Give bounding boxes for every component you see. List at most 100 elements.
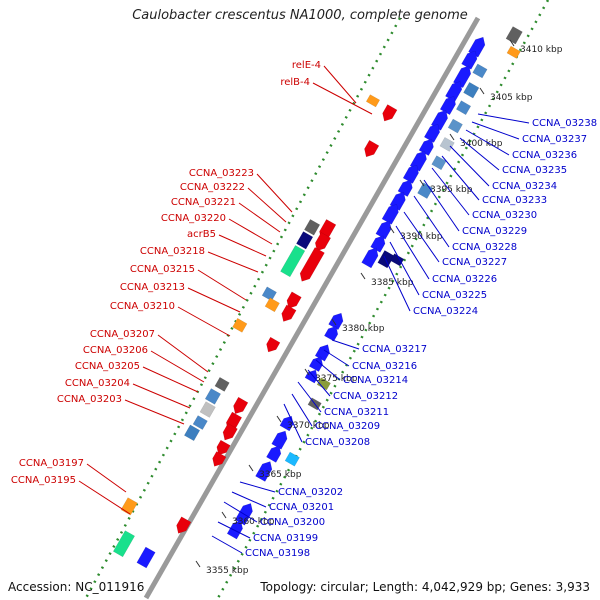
label-leader [78, 480, 131, 515]
label-leader [449, 145, 490, 187]
scale-tick-label: 3410 kbp [520, 45, 563, 55]
scale-tick-label: 3375 kbp [315, 374, 358, 384]
label-leader [297, 381, 322, 413]
gene-feature [303, 218, 321, 236]
gene-feature [375, 220, 392, 240]
gene-label-forward: CCNA_03205 [75, 361, 140, 372]
gene-label-forward: CCNA_03197 [19, 458, 84, 469]
gene-label-forward: relE-4 [292, 60, 321, 71]
gene-label-reverse: CCNA_03208 [305, 437, 370, 448]
gene-feature [214, 376, 230, 392]
genome-title: Caulobacter crescentus NA1000, complete … [132, 8, 468, 23]
label-leader [307, 369, 331, 397]
label-leader [459, 137, 500, 171]
label-leader [431, 167, 470, 216]
gene-feature [281, 304, 297, 322]
label-leader-lines [78, 65, 530, 554]
topology-summary: Topology: circular; Length: 4,042,929 bp… [260, 580, 590, 594]
gene-feature [382, 104, 398, 122]
gene-label-forward: CCNA_03203 [57, 394, 122, 405]
gene-feature [461, 50, 478, 70]
label-leader [86, 463, 127, 493]
label-leader [256, 173, 293, 213]
label-leader [211, 535, 243, 554]
gene-feature [136, 546, 156, 569]
scale-tick-mark [221, 511, 227, 519]
gene-feature [365, 94, 381, 108]
label-leader [395, 225, 430, 280]
gene-feature [381, 203, 399, 225]
gene-feature [271, 430, 288, 450]
gene-feature [280, 245, 306, 278]
label-leader [228, 218, 273, 245]
label-leader [323, 65, 357, 104]
gene-label-reverse: CCNA_03216 [352, 361, 417, 372]
scale-tick-label: 3400 kbp [460, 139, 503, 149]
scale-tick-mark [248, 464, 254, 472]
gene-label-reverse: CCNA_03217 [362, 344, 427, 355]
label-leader [197, 269, 247, 301]
label-leader [231, 491, 267, 508]
gene-feature [266, 336, 281, 353]
label-leader [207, 251, 259, 273]
gene-label-forward: CCNA_03222 [180, 182, 245, 193]
label-leader [323, 349, 350, 367]
gene-feature [232, 317, 248, 333]
gene-feature [212, 451, 227, 467]
gene-label-reverse: CCNA_03238 [532, 118, 597, 129]
gene-feature [447, 118, 463, 134]
label-leader [471, 121, 520, 140]
gene-feature [222, 423, 238, 441]
gene-label-forward: CCNA_03207 [90, 329, 155, 340]
tick-dot-track [216, 0, 550, 599]
gene-label-forward: CCNA_03215 [130, 264, 195, 275]
label-leader [331, 339, 360, 350]
gene-feature [431, 155, 447, 171]
gene-label-reverse: CCNA_03201 [269, 502, 334, 513]
label-leader [132, 383, 191, 409]
label-leader [477, 113, 530, 124]
label-leader [218, 234, 267, 257]
gene-label-reverse: CCNA_03200 [260, 517, 325, 528]
label-leader [389, 241, 420, 296]
gene-feature [361, 247, 379, 269]
accession-text: Accession: NC_011916 [8, 580, 145, 594]
gene-label-reverse: CCNA_03236 [512, 150, 577, 161]
label-leader [283, 403, 303, 443]
gene-label-forward: CCNA_03210 [110, 301, 175, 312]
gene-feature [364, 139, 380, 158]
scale-tick-mark [479, 87, 485, 95]
backbone-line [143, 16, 481, 600]
gene-label-reverse: CCNA_03212 [333, 391, 398, 402]
label-leader [238, 202, 281, 233]
gene-label-forward: CCNA_03204 [65, 378, 130, 389]
gene-label-forward: acrB5 [187, 229, 216, 240]
scale-tick-mark [331, 318, 337, 326]
gene-label-forward: CCNA_03221 [171, 197, 236, 208]
gene-label-reverse: CCNA_03226 [432, 274, 497, 285]
gene-feature [505, 26, 523, 45]
scale-tick-mark [276, 415, 282, 423]
gene-feature [463, 81, 480, 99]
label-leader [150, 350, 205, 383]
label-leader [142, 366, 199, 393]
gene-label-reverse: CCNA_03199 [253, 533, 318, 544]
scale-tick-label: 3385 kbp [371, 278, 414, 288]
gene-label-forward: CCNA_03206 [83, 345, 148, 356]
gene-label-forward: relB-4 [280, 77, 310, 88]
gene-feature [472, 63, 488, 79]
gene-label-reverse: CCNA_03202 [278, 487, 343, 498]
label-leader [383, 255, 411, 312]
label-leader [177, 306, 231, 337]
label-leader [315, 359, 341, 381]
gene-feature [506, 45, 521, 59]
label-leader [187, 287, 241, 313]
gene-label-forward: CCNA_03220 [161, 213, 226, 224]
label-leader [413, 195, 450, 248]
scale-tick-label: 3395 kbp [430, 185, 473, 195]
label-leader [403, 211, 440, 263]
scale-tick-mark [360, 272, 366, 280]
gene-feature [299, 247, 325, 282]
